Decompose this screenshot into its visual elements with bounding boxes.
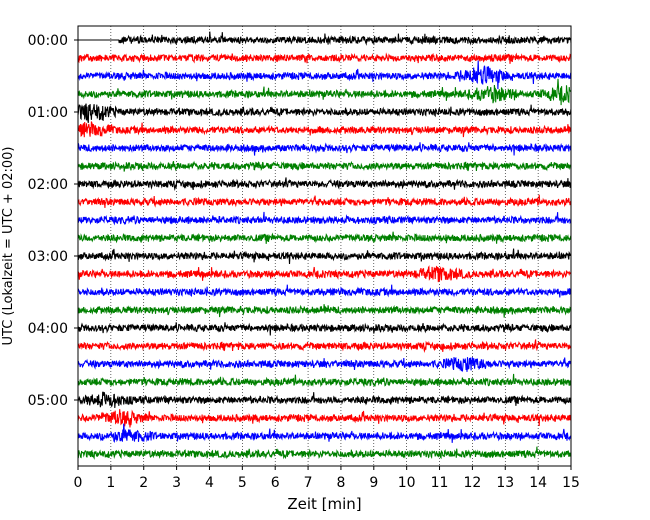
x-tick-label: 0 [74, 475, 83, 491]
y-axis: 00:00 01:00 02:00 03:00 04:00 05:00 [28, 33, 78, 409]
vertical-grid [110, 26, 539, 466]
x-tick-label: 11 [431, 475, 449, 491]
x-tick-label: 10 [398, 475, 416, 491]
seismogram-trace [77, 265, 572, 283]
seismogram-trace [77, 52, 572, 64]
x-tick-label: 5 [238, 475, 247, 491]
x-tick-label: 7 [304, 475, 313, 491]
seismogram-trace [77, 194, 572, 208]
seismogram-trace [77, 339, 572, 353]
x-axis: 0 1 2 3 4 5 6 7 8 9 10 11 12 13 14 15 [74, 466, 580, 491]
seismogram-trace [77, 423, 572, 443]
seismogram-trace [77, 78, 572, 106]
x-tick-label: 3 [172, 475, 181, 491]
seismogram-trace [77, 357, 572, 373]
seismogram-trace [77, 373, 572, 388]
y-tick-label: 03:00 [28, 249, 68, 265]
y-tick-label: 05:00 [28, 393, 68, 409]
y-tick-label: 00:00 [28, 33, 68, 49]
seismogram-trace [77, 211, 572, 226]
seismogram-trace [77, 304, 572, 318]
y-tick-label: 01:00 [28, 105, 68, 121]
x-tick-label: 6 [271, 475, 280, 491]
x-tick-label: 13 [496, 475, 514, 491]
plot-background [78, 26, 571, 466]
x-tick-label: 9 [369, 475, 378, 491]
x-tick-label: 14 [529, 475, 547, 491]
y-tick-label: 02:00 [28, 177, 68, 193]
seismogram-trace [78, 31, 572, 46]
seismogram-trace [77, 103, 572, 123]
seismogram-trace [77, 248, 572, 265]
seismogram-trace [77, 446, 572, 460]
seismogram-trace [77, 391, 572, 409]
plot-frame [77, 25, 572, 467]
y-axis-title: UTC (Lokalzeit = UTC + 02:00) [1, 147, 16, 346]
x-tick-label: 1 [106, 475, 115, 491]
seismogram-traces [77, 31, 572, 460]
x-tick-label: 8 [336, 475, 345, 491]
seismogram-trace [77, 284, 572, 298]
seismogram-trace [77, 231, 572, 244]
seismogram-trace [77, 60, 572, 90]
x-axis-title: Zeit [min] [287, 495, 361, 513]
y-tick-label: 04:00 [28, 321, 68, 337]
seismogram-trace [77, 322, 572, 336]
x-tick-label: 15 [562, 475, 580, 491]
x-tick-label: 12 [463, 475, 481, 491]
seismogram-trace [77, 121, 572, 138]
seismogram-trace [77, 142, 572, 156]
x-tick-label: 2 [139, 475, 148, 491]
seismogram-trace [77, 409, 572, 428]
x-tick-label: 4 [205, 475, 214, 491]
seismogram-trace [77, 160, 572, 172]
seismogram-trace [77, 177, 572, 191]
